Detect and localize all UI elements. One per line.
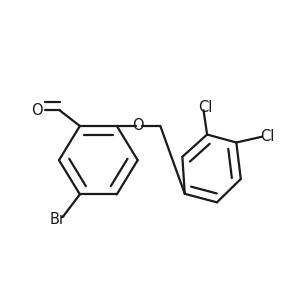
Text: O: O: [31, 103, 43, 118]
Text: O: O: [132, 119, 144, 133]
Text: Br: Br: [49, 212, 65, 227]
Text: Cl: Cl: [198, 100, 212, 115]
Text: Cl: Cl: [260, 129, 274, 144]
